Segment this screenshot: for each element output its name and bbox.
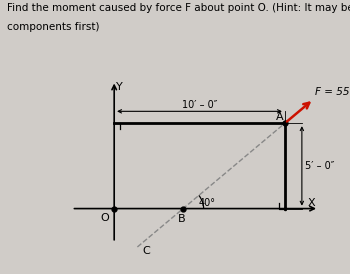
Text: 5′ – 0″: 5′ – 0″ (305, 161, 335, 171)
Text: A: A (276, 112, 284, 122)
Text: Y: Y (116, 82, 122, 92)
Text: F = 550 lb: F = 550 lb (315, 87, 350, 98)
Text: components first): components first) (7, 22, 99, 32)
Text: Find the moment caused by force F about point O. (Hint: It may be easier to brea: Find the moment caused by force F about … (7, 3, 350, 13)
Text: X: X (308, 198, 316, 208)
Text: B: B (177, 214, 185, 224)
Text: C: C (143, 246, 150, 256)
Text: 40°: 40° (198, 198, 216, 207)
Text: 10′ – 0″: 10′ – 0″ (182, 100, 217, 110)
Text: O: O (100, 213, 109, 223)
